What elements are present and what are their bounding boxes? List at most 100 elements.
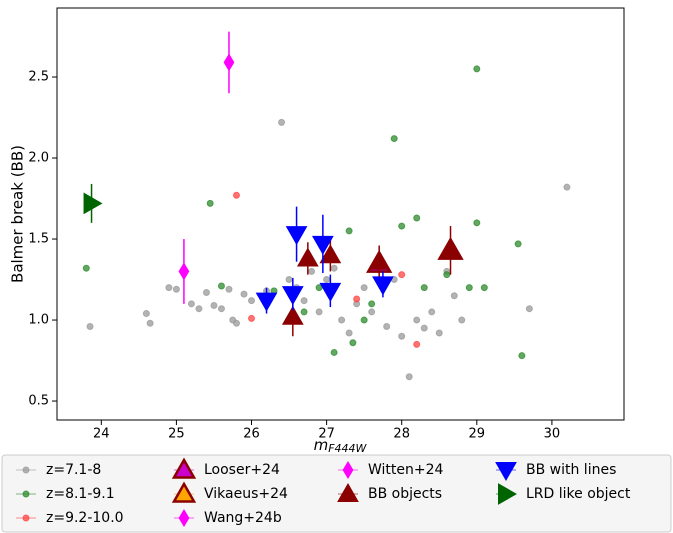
- point: [319, 282, 342, 302]
- point: [323, 276, 331, 284]
- legend-label: Looser+24: [204, 462, 280, 478]
- x-tick-label: 27: [318, 427, 335, 442]
- x-tick-label: 30: [544, 427, 561, 442]
- x-tick-label: 26: [243, 427, 260, 442]
- point: [413, 214, 421, 222]
- point: [349, 339, 357, 347]
- point: [458, 316, 466, 324]
- point: [390, 135, 398, 143]
- point: [82, 264, 90, 272]
- point: [225, 285, 233, 293]
- x-axis-label: mF444W: [314, 436, 368, 456]
- y-tick-label: 2.0: [28, 151, 49, 166]
- point: [281, 286, 304, 306]
- point: [210, 301, 218, 309]
- legend-marker: [22, 466, 30, 474]
- point: [338, 316, 346, 324]
- legend-label: BB objects: [368, 486, 442, 502]
- point: [195, 305, 203, 313]
- point: [165, 284, 173, 292]
- point: [278, 118, 286, 126]
- point: [217, 305, 225, 313]
- point: [443, 271, 451, 279]
- point: [315, 284, 323, 292]
- point: [285, 226, 308, 246]
- y-axis-label: Balmer break (BB): [9, 145, 27, 283]
- point: [217, 282, 225, 290]
- point: [232, 319, 240, 327]
- point: [518, 352, 526, 360]
- point: [420, 284, 428, 292]
- y-tick-label: 1.5: [28, 232, 49, 247]
- point: [435, 329, 443, 337]
- y-tick-label: 0.5: [28, 394, 49, 409]
- legend-marker: [342, 461, 354, 479]
- point: [202, 288, 210, 296]
- point: [142, 310, 150, 318]
- point: [240, 290, 248, 298]
- point: [223, 53, 235, 72]
- point: [514, 240, 522, 248]
- y-tick-label: 1.0: [28, 313, 49, 328]
- point: [428, 308, 436, 316]
- point: [330, 348, 338, 356]
- point: [368, 300, 376, 308]
- point: [255, 292, 278, 312]
- x-tick-label: 28: [393, 427, 410, 442]
- point: [439, 239, 462, 259]
- x-axis-label-main: m: [314, 436, 329, 454]
- legend-marker: [498, 483, 518, 505]
- legend-marker: [171, 457, 197, 479]
- plot-frame: [56, 7, 625, 421]
- point: [172, 285, 180, 293]
- point: [383, 323, 391, 331]
- point: [465, 284, 473, 292]
- point: [248, 314, 256, 322]
- legend-label: z=9.2-10.0: [46, 510, 124, 526]
- legend-marker: [337, 482, 359, 502]
- point: [308, 267, 316, 275]
- point: [319, 244, 342, 264]
- point: [360, 284, 368, 292]
- point: [368, 308, 376, 316]
- x-tick-label: 29: [469, 427, 486, 442]
- point: [146, 319, 154, 327]
- point: [285, 276, 293, 284]
- legend-marker: [171, 481, 197, 503]
- point: [420, 324, 428, 332]
- point: [563, 183, 571, 191]
- x-tick-label: 25: [168, 427, 185, 442]
- point: [330, 264, 338, 272]
- y-tick-label: 2.5: [28, 70, 49, 85]
- legend-marker: [22, 514, 30, 522]
- point: [398, 222, 406, 230]
- legend-label: Vikaeus+24: [204, 486, 288, 502]
- point: [83, 192, 103, 215]
- point: [413, 316, 421, 324]
- point: [248, 297, 256, 305]
- point: [525, 305, 533, 313]
- legend-marker: [495, 462, 517, 482]
- x-axis-label-sub: F444W: [328, 442, 367, 455]
- point: [450, 292, 458, 300]
- point: [315, 308, 323, 316]
- legend-label: LRD like object: [526, 486, 631, 502]
- point: [405, 373, 413, 381]
- point: [86, 323, 94, 331]
- legend-marker: [178, 509, 190, 527]
- point: [281, 305, 304, 325]
- point: [480, 284, 488, 292]
- point: [398, 332, 406, 340]
- legend-label: z=8.1-9.1: [46, 486, 115, 502]
- point: [232, 191, 240, 199]
- point: [372, 276, 394, 296]
- point: [413, 340, 421, 348]
- point: [300, 297, 308, 305]
- legend-label: Witten+24: [368, 462, 444, 478]
- point: [473, 65, 481, 73]
- point: [178, 262, 190, 281]
- point: [345, 329, 353, 337]
- point: [296, 247, 319, 267]
- point: [353, 295, 361, 303]
